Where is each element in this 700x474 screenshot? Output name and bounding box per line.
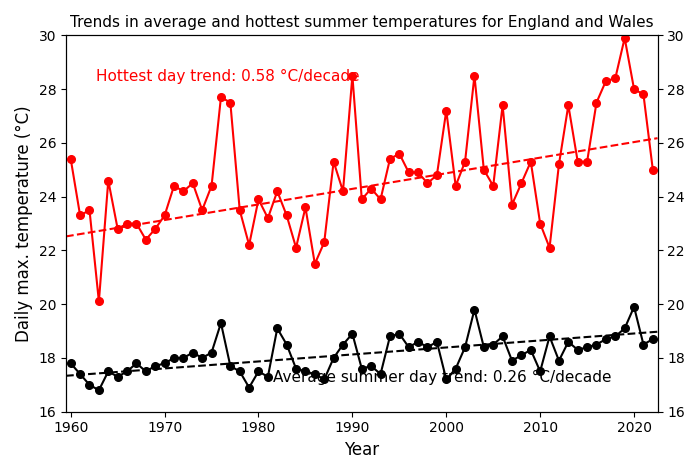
Text: Average summer day trend: 0.26 °C/decade: Average summer day trend: 0.26 °C/decade (273, 370, 612, 384)
Title: Trends in average and hottest summer temperatures for England and Wales: Trends in average and hottest summer tem… (70, 15, 654, 30)
Y-axis label: Daily max. temperature (°C): Daily max. temperature (°C) (15, 105, 33, 342)
X-axis label: Year: Year (344, 441, 379, 459)
Text: Hottest day trend: 0.58 °C/decade: Hottest day trend: 0.58 °C/decade (96, 68, 359, 83)
